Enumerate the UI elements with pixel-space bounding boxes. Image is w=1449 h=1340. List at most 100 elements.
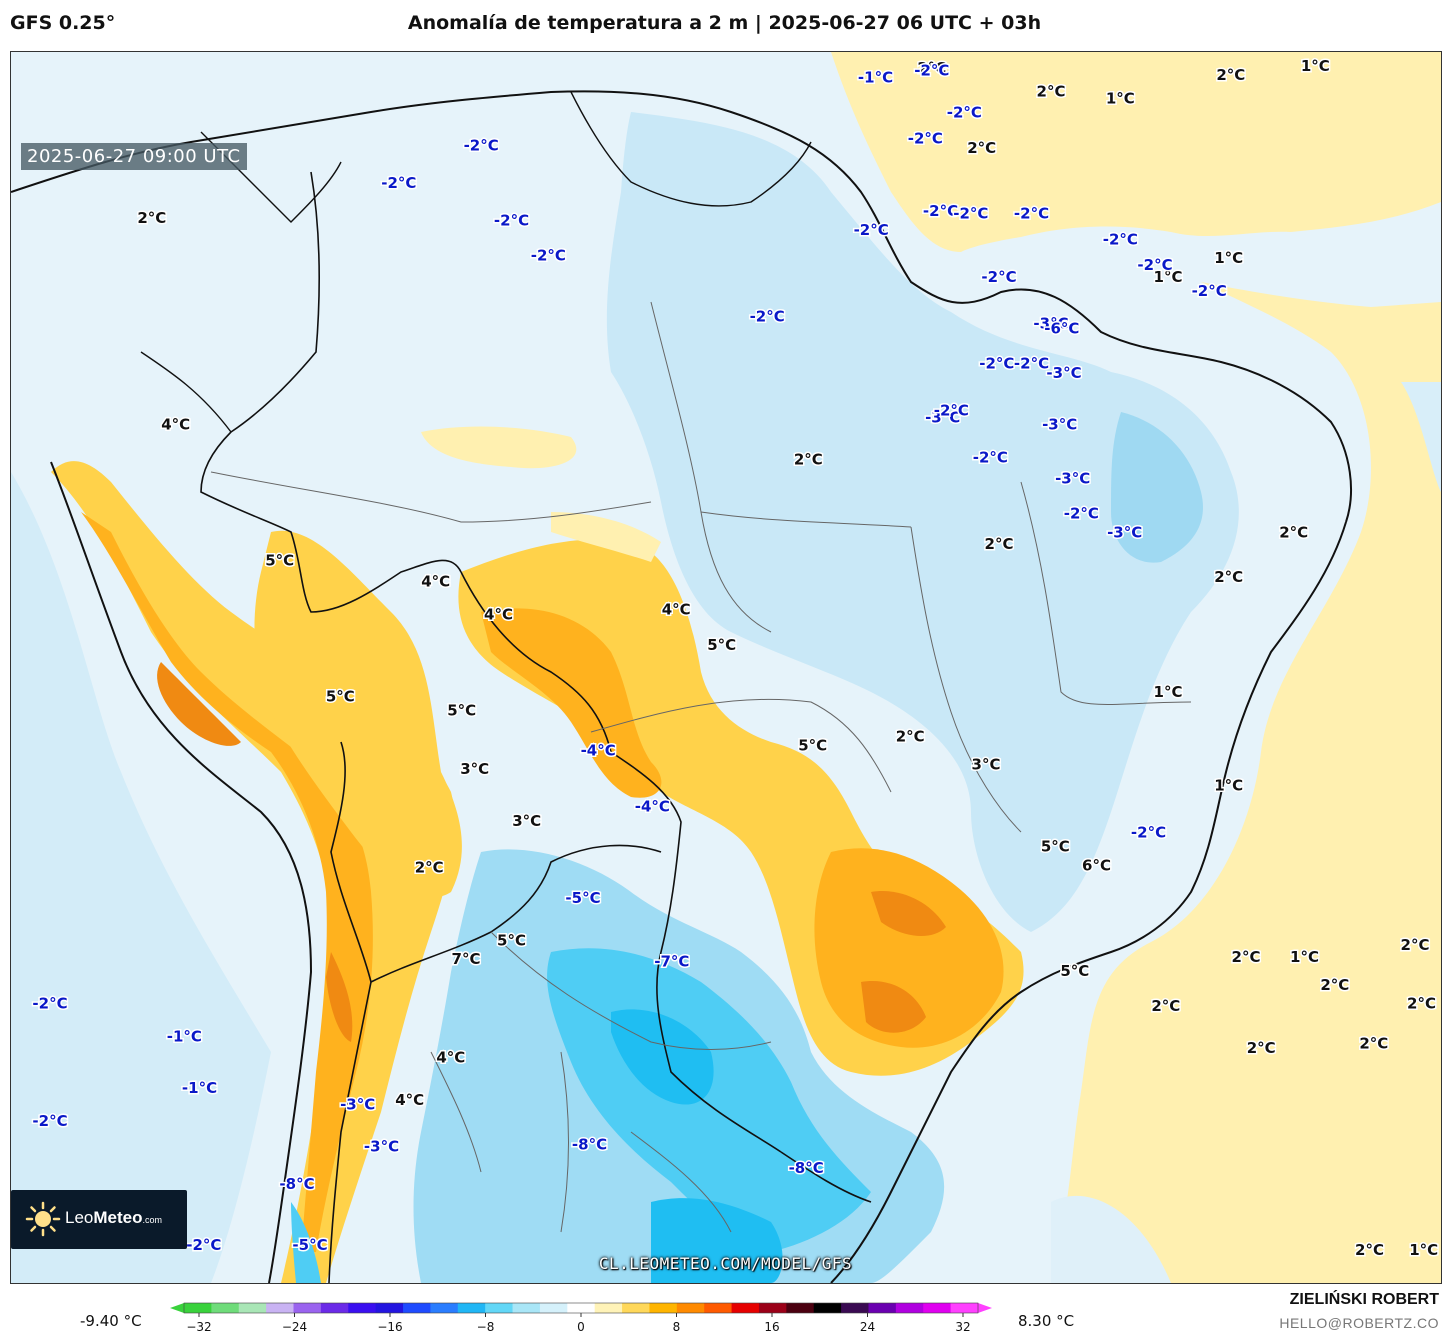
anomaly-label: -3°C	[1055, 469, 1090, 487]
anomaly-label: -2°C	[854, 221, 889, 239]
atlantic-warm-east	[1051, 282, 1441, 1283]
anomaly-label: -2°C	[947, 104, 982, 122]
border-brazil-uruguay	[780, 1151, 872, 1203]
anomaly-label: -2°C	[979, 355, 1014, 373]
legend-swatch	[266, 1303, 295, 1313]
logo-text: LeoMeteo.com	[65, 1208, 163, 1227]
source-watermark: CL.LEOMETEO.COM/MODEL/GFS	[598, 1254, 853, 1273]
legend-swatch	[539, 1303, 568, 1313]
anomaly-label: 4°C	[436, 1049, 465, 1067]
anomaly-label: -2°C	[981, 268, 1016, 286]
anomaly-label: 2°C	[1247, 1039, 1276, 1057]
legend-tick-label: −16	[377, 1320, 402, 1334]
anomaly-label: -3°C	[925, 408, 960, 426]
temperature-anomaly-map: 2°C2°C 1°C2°C1°C2°C2°C1°C1°C4°C2°C2°C5°C4…	[11, 52, 1441, 1283]
anomaly-label: 1°C	[1409, 1241, 1438, 1259]
legend-swatch	[868, 1303, 897, 1313]
legend-tick-label: 8	[673, 1320, 681, 1334]
anomaly-label: -2°C	[973, 448, 1008, 466]
anomaly-label: -2°C	[1103, 230, 1138, 248]
anomaly-label: 2°C	[1320, 976, 1349, 994]
anomaly-label: 1°C	[1214, 777, 1243, 795]
state-border-5	[590, 698, 892, 793]
anomaly-label: 2°C	[1037, 83, 1066, 101]
border-bolivia-argentina	[370, 844, 662, 983]
anomaly-label: 2°C	[415, 859, 444, 877]
anomaly-label: -8°C	[572, 1135, 607, 1153]
anomaly-label: 2°C	[1216, 66, 1245, 84]
anomaly-label: 5°C	[326, 687, 355, 705]
anomaly-label: -2°C	[953, 204, 988, 222]
anomaly-label: -2°C	[381, 174, 416, 192]
patagonia-cool-max	[651, 1198, 783, 1283]
anomaly-label: -4°C	[635, 798, 670, 816]
anomaly-label: 2°C	[1359, 1035, 1388, 1053]
legend-swatch	[430, 1303, 459, 1313]
legend-swatch	[567, 1303, 596, 1313]
legend-swatch	[512, 1303, 541, 1313]
anomaly-label: -2°C	[1131, 823, 1166, 841]
andes-warm-core	[157, 662, 241, 746]
anomaly-label: 5°C	[707, 636, 736, 654]
anomaly-label: 2°C	[1151, 997, 1180, 1015]
anomaly-label: 2°C	[1214, 568, 1243, 586]
anomaly-label: -2°C	[1014, 355, 1049, 373]
saopaulo-warm-core	[861, 981, 926, 1033]
legend-right-arrow	[978, 1303, 992, 1313]
state-border-9	[630, 1131, 732, 1233]
legend-swatch	[457, 1303, 486, 1313]
brazil-north-cool	[606, 112, 1239, 932]
legend-left-arrow	[170, 1303, 184, 1313]
legend-swatch	[293, 1303, 322, 1313]
color-scale-legend: −32 −24 −16 −8 0 8 16 24 32	[170, 1302, 992, 1334]
anomaly-label: -5°C	[565, 889, 600, 907]
anomaly-label: -2°C	[923, 202, 958, 220]
legend-tick-label: 32	[955, 1320, 970, 1334]
atlantic-cool-patch	[1401, 382, 1441, 492]
anomaly-label: 1°C	[1154, 268, 1183, 286]
legend-swatch	[375, 1303, 404, 1313]
anomaly-label: -2°C	[531, 247, 566, 265]
legend-swatch	[895, 1303, 924, 1313]
leometeo-logo: LeoMeteo.com	[11, 1190, 187, 1249]
legend-swatch	[211, 1303, 240, 1313]
chart-title: Anomalía de temperatura a 2 m | 2025-06-…	[407, 12, 1042, 34]
chile-cool-strip	[291, 1202, 321, 1283]
anomaly-label: 7°C	[452, 950, 481, 968]
anomaly-label: 1°C	[1290, 948, 1319, 966]
anomaly-label: 5°C	[265, 552, 294, 570]
legend-swatch	[758, 1303, 787, 1313]
border-colombia-peru	[140, 351, 232, 433]
legend-tick-label: −32	[186, 1320, 211, 1334]
legend-swatch	[403, 1303, 431, 1313]
legend-swatch	[950, 1303, 979, 1313]
anomaly-label: -2°C	[32, 995, 67, 1013]
legend-swatch	[348, 1303, 377, 1313]
legend-swatch	[320, 1303, 349, 1313]
anomaly-label: -2°C	[464, 136, 499, 154]
anomaly-label: -4°C	[581, 741, 616, 759]
legend-tick-label: 16	[764, 1320, 779, 1334]
state-border-4	[1020, 481, 1192, 705]
legend-tick-label: 24	[860, 1320, 875, 1334]
sun-icon	[25, 1201, 61, 1237]
state-border-7	[490, 931, 772, 1050]
anomaly-label: 2°C	[1401, 936, 1430, 954]
coastline-east	[830, 521, 1347, 1283]
state-border-3	[910, 526, 1022, 833]
anomaly-label: 2°C	[794, 451, 823, 469]
legend-swatch	[704, 1303, 733, 1313]
anomaly-label: -2°C	[186, 1236, 221, 1254]
anomaly-label: -8°C	[789, 1159, 824, 1177]
anomaly-label: 2°C	[917, 59, 946, 77]
legend-swatch	[813, 1303, 842, 1313]
anomaly-label: 1°C	[1301, 57, 1330, 75]
border-argentina-chile	[328, 741, 372, 1283]
anomaly-label: 2°C	[1407, 995, 1436, 1013]
legend-swatch	[676, 1303, 705, 1313]
legend-swatch	[184, 1303, 212, 1313]
author-name: ZIELIŃSKI ROBERT	[1289, 1291, 1439, 1308]
anomaly-label: 5°C	[497, 931, 526, 949]
anomaly-label: -2°C	[1064, 505, 1099, 523]
legend-swatch	[594, 1303, 623, 1313]
